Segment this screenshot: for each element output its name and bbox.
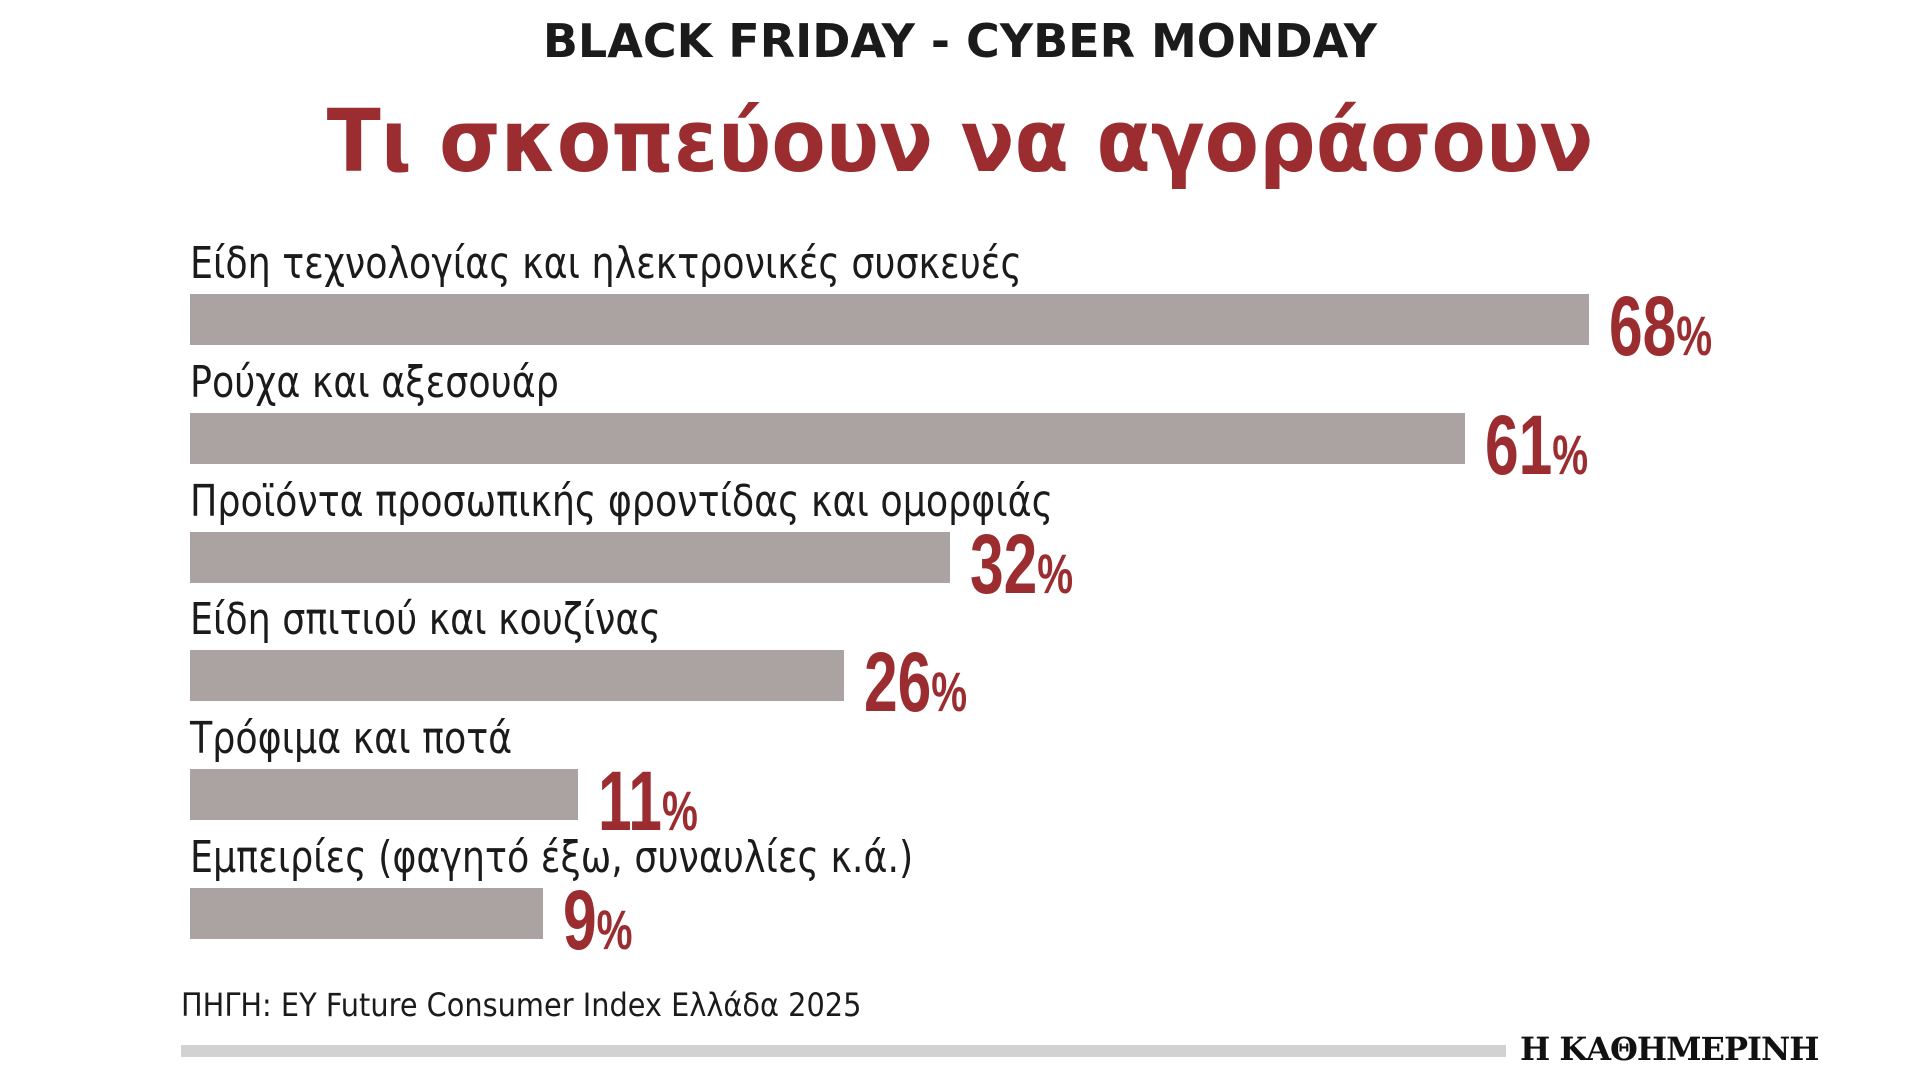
value-unit: % — [661, 779, 698, 843]
value-unit: % — [1037, 541, 1074, 605]
category-label: Ρούχα και αξεσουάρ — [190, 356, 559, 408]
value-number: 9 — [562, 873, 597, 967]
publisher-logo: Η ΚΑΘΗΜΕΡΙΝΗ — [1520, 1030, 1819, 1068]
value-label: 26% — [864, 640, 967, 724]
value-number: 61 — [1484, 397, 1552, 492]
value-label: 68% — [1609, 284, 1712, 368]
value-number: 11 — [598, 754, 662, 849]
value-unit: % — [1675, 304, 1712, 367]
value-number: 26 — [863, 635, 932, 730]
source-note: ΠΗΓΗ: EY Future Consumer Index Ελλάδα 20… — [181, 986, 862, 1024]
category-label: Εμπειρίες (φαγητό έξω, συναυλίες κ.ά.) — [190, 832, 914, 883]
bar-row: Τρόφιμα και ποτά 11% — [190, 713, 1890, 843]
bar — [190, 769, 579, 821]
category-label: Είδη τεχνολογίας και ηλεκτρονικές συσκευ… — [190, 238, 1022, 289]
bar-row: Ρούχα και αξεσουάρ 61% — [190, 356, 1890, 487]
footer-rule — [181, 1045, 1506, 1057]
chart-title: Τι σκοπεύουν να αγοράσουν — [326, 92, 1594, 192]
category-label: Προϊόντα προσωπικής φροντίδας και ομορφι… — [190, 475, 1053, 527]
value-label: 61% — [1485, 403, 1588, 487]
bar — [190, 650, 844, 702]
bar — [190, 888, 543, 939]
category-label: Είδη σπιτιού και κουζίνας — [190, 594, 661, 646]
value-number: 32 — [970, 516, 1038, 611]
category-label: Τρόφιμα και ποτά — [190, 713, 513, 765]
value-label: 11% — [598, 759, 698, 843]
bar-row: Είδη τεχνολογίας και ηλεκτρονικές συσκευ… — [190, 238, 1890, 368]
bar — [190, 412, 1465, 464]
value-unit: % — [931, 660, 968, 724]
value-label: 9% — [563, 878, 632, 962]
value-number: 68 — [1608, 279, 1676, 373]
value-label: 32% — [970, 522, 1073, 606]
bar — [190, 294, 1589, 345]
value-unit: % — [596, 898, 633, 961]
value-unit: % — [1551, 422, 1588, 486]
bar-row: Προϊόντα προσωπικής φροντίδας και ομορφι… — [190, 475, 1890, 606]
bar — [190, 531, 951, 583]
chart-kicker: BLACK FRIDAY - CYBER MONDAY — [542, 14, 1378, 68]
bar-row: Εμπειρίες (φαγητό έξω, συναυλίες κ.ά.) 9% — [190, 832, 1890, 962]
bar-row: Είδη σπιτιού και κουζίνας 26% — [190, 594, 1890, 724]
